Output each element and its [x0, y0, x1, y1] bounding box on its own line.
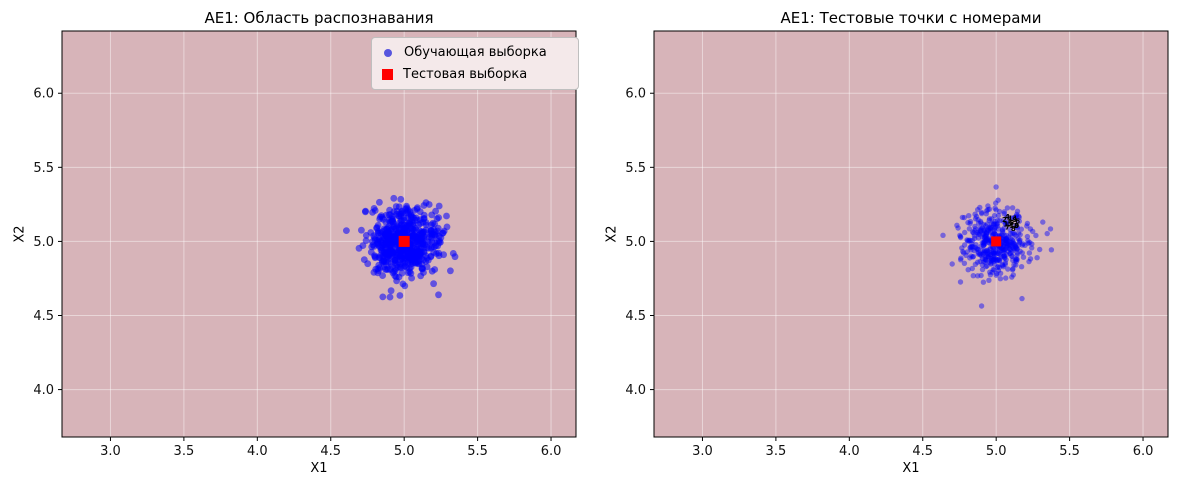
svg-text:8: 8 [1011, 225, 1016, 233]
test-marker-icon [382, 69, 393, 80]
svg-text:11: 11 [1008, 215, 1018, 223]
svg-text:6.0: 6.0 [541, 444, 562, 459]
legend-label-test: Тестовая выборка [403, 67, 528, 82]
svg-text:5: 5 [1009, 219, 1014, 227]
subplot-left: 3.0 3.5 4.0 4.5 5.0 5.5 6.0 4.0 4.5 5.0 5.5 6.0 AE1… [0, 0, 594, 490]
svg-text:1: 1 [1006, 218, 1011, 226]
svg-text:9: 9 [1012, 216, 1017, 224]
y-axis-label-left: X2 [12, 225, 28, 243]
svg-text:4.5: 4.5 [320, 444, 341, 459]
plot-title-right: AE1: Тестовые точки с номерами [780, 9, 1042, 27]
svg-text:12: 12 [1004, 221, 1014, 229]
legend-entry-training: Обучающая выборка [382, 45, 568, 60]
subplot-right: 1 2 3 4 5 6 7 8 9 10 11 12 3.0 3.5 4.0 4.5 5.0 5.5 6.0 4.0 4… [595, 0, 1189, 490]
svg-text:4.0: 4.0 [625, 383, 646, 398]
svg-text:6: 6 [1015, 218, 1020, 226]
svg-text:6.0: 6.0 [33, 87, 54, 102]
svg-text:4: 4 [1005, 213, 1010, 221]
svg-text:5.5: 5.5 [1059, 444, 1080, 459]
svg-text:3.0: 3.0 [692, 444, 713, 459]
svg-text:6.0: 6.0 [1133, 444, 1154, 459]
svg-text:3.5: 3.5 [766, 444, 787, 459]
legend-entry-test: Тестовая выборка [382, 67, 568, 82]
y-axis-label-right: X2 [604, 225, 620, 243]
svg-text:5.0: 5.0 [394, 444, 415, 459]
svg-text:4.0: 4.0 [247, 444, 268, 459]
legend: Обучающая выборка Тестовая выборка [371, 37, 579, 90]
left-plot-canvas: 3.0 3.5 4.0 4.5 5.0 5.5 6.0 4.0 4.5 5.0 5.5 6.0 [33, 30, 577, 459]
plot-title-left: AE1: Область распознавания [204, 9, 434, 27]
svg-text:5.0: 5.0 [33, 235, 54, 250]
svg-text:6.0: 6.0 [625, 87, 646, 102]
svg-text:7: 7 [1005, 224, 1010, 232]
legend-label-training: Обучающая выборка [404, 45, 547, 60]
svg-text:10: 10 [1009, 222, 1019, 230]
svg-text:2: 2 [1002, 216, 1007, 224]
svg-text:3: 3 [1014, 222, 1019, 230]
svg-text:5.0: 5.0 [625, 235, 646, 250]
svg-text:4.0: 4.0 [839, 444, 860, 459]
svg-text:5.5: 5.5 [625, 161, 646, 176]
x-axis-label-left: X1 [310, 461, 328, 476]
svg-text:3.5: 3.5 [174, 444, 195, 459]
svg-text:4.5: 4.5 [33, 309, 54, 324]
svg-text:4.5: 4.5 [912, 444, 933, 459]
svg-text:5.5: 5.5 [467, 444, 488, 459]
svg-text:5.0: 5.0 [986, 444, 1007, 459]
x-axis-label-right: X1 [902, 461, 920, 476]
svg-text:4.0: 4.0 [33, 383, 54, 398]
training-marker-icon [384, 48, 392, 57]
svg-text:3.0: 3.0 [100, 444, 121, 459]
svg-text:4.5: 4.5 [625, 309, 646, 324]
svg-text:5.5: 5.5 [33, 161, 54, 176]
